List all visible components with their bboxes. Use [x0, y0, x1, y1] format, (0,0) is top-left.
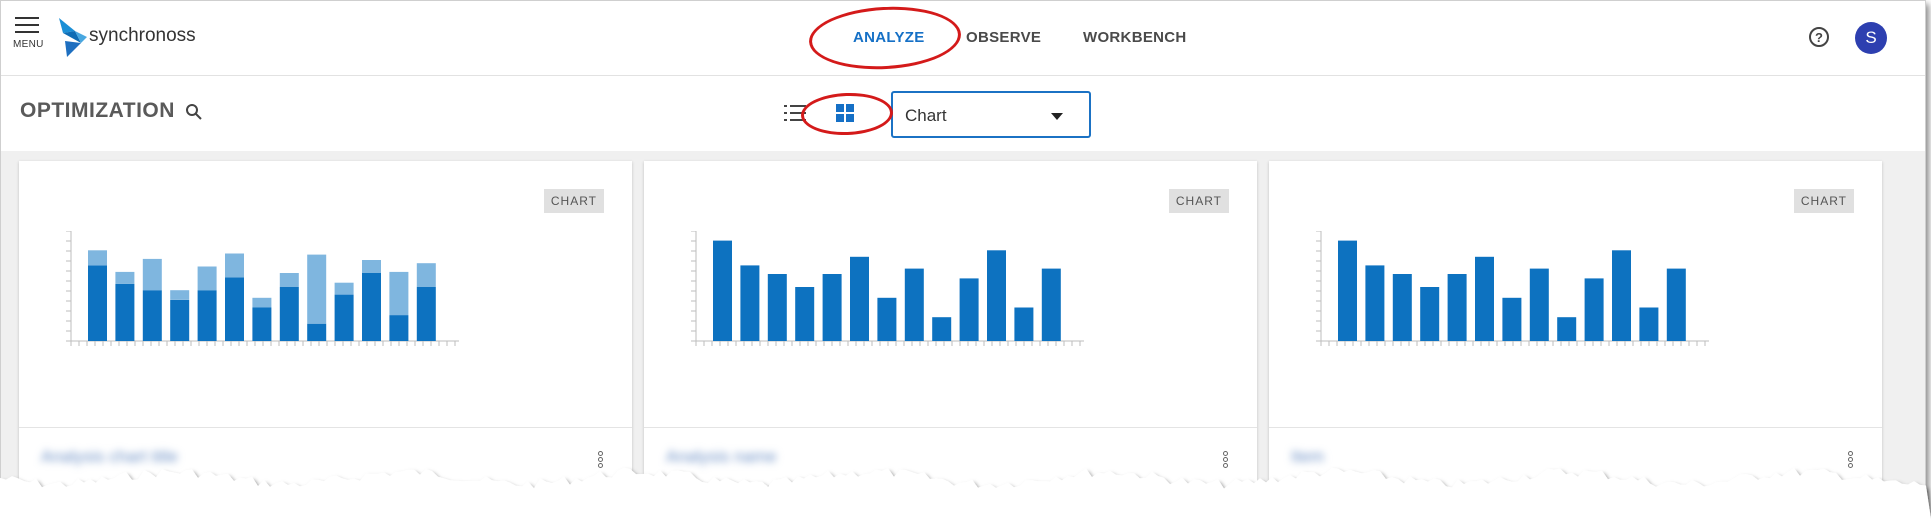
chart-bar-value-6 [1475, 256, 1494, 341]
chart-bar-top-1 [88, 250, 107, 266]
chart-bar-base-13 [416, 287, 436, 341]
analysis-card[interactable]: CHART Analysis name ule Set [644, 161, 1257, 509]
grid-view-icon[interactable] [835, 103, 855, 123]
chart-bar-value-5 [1447, 274, 1467, 341]
chart-bar-base-1 [88, 265, 107, 341]
chart-bar-value-3 [767, 274, 787, 341]
top-navigation-bar: MENU synchronoss ANALYZE OBSERVE WORKBEN… [1, 1, 1925, 76]
menu-label: MENU [13, 39, 44, 50]
card-chart-stacked-bar [66, 231, 459, 346]
chart-bar-top-13 [416, 263, 436, 287]
chart-bar-base-11 [362, 273, 381, 341]
more-options-icon[interactable] [1848, 451, 1856, 473]
chart-bar-value-1 [713, 240, 732, 341]
chart-bar-value-2 [740, 265, 760, 341]
menu-icon-line [15, 24, 39, 26]
nav-analyze[interactable]: ANALYZE [853, 29, 925, 46]
chart-bar-base-2 [115, 283, 135, 341]
chart-bar-value-10 [1584, 278, 1604, 341]
chart-bar-base-7 [252, 307, 272, 341]
chart-bar-value-12 [1014, 307, 1034, 341]
chart-bar-value-5 [822, 274, 842, 341]
analysis-card[interactable]: CHART Analysis chart title [19, 161, 632, 509]
card-chart-bar [691, 231, 1084, 346]
chart-bar-value-8 [904, 268, 924, 341]
chart-bar-value-1 [1338, 240, 1357, 341]
chart-bar-top-4 [170, 290, 190, 300]
chart-bar-value-9 [1557, 317, 1577, 341]
page-title: OPTIMIZATION [20, 99, 175, 122]
chart-bar-base-12 [389, 315, 409, 341]
chart-bar-top-8 [279, 273, 299, 287]
chart-bar-top-5 [197, 266, 217, 291]
chart-bar-top-6 [225, 253, 244, 278]
chart-bar-value-10 [959, 278, 979, 341]
nav-workbench[interactable]: WORKBENCH [1083, 29, 1187, 46]
chevron-down-icon [1051, 113, 1063, 120]
chart-bar-base-8 [279, 287, 299, 341]
card-type-badge: CHART [1793, 189, 1854, 213]
menu-button[interactable]: MENU [13, 17, 43, 51]
card-chart-bar [1316, 231, 1709, 346]
brand-logo[interactable]: synchronoss [57, 17, 207, 59]
chart-bar-top-10 [334, 282, 354, 295]
card-divider [19, 427, 632, 428]
card-divider [644, 427, 1257, 428]
card-divider [1269, 427, 1882, 428]
chart-bar-top-12 [389, 271, 409, 316]
synchronoss-logo-icon [59, 18, 87, 57]
chart-bar-value-6 [850, 256, 869, 341]
chart-bar-value-3 [1392, 274, 1412, 341]
chart-bar-base-5 [197, 290, 217, 341]
menu-icon-line [15, 17, 39, 19]
chart-bar-value-7 [877, 297, 897, 341]
chart-bar-top-7 [252, 297, 272, 308]
chart-bar-value-11 [1612, 250, 1631, 341]
nav-observe[interactable]: OBSERVE [966, 29, 1042, 46]
chart-bar-value-8 [1529, 268, 1549, 341]
view-type-value: Chart [905, 106, 947, 125]
chart-bar-value-7 [1502, 297, 1522, 341]
help-icon[interactable]: ? [1809, 27, 1829, 47]
chart-bar-base-4 [170, 300, 190, 341]
brand-name: synchronoss [89, 25, 196, 46]
chart-bar-value-13 [1666, 268, 1686, 341]
chart-bar-top-9 [307, 254, 327, 324]
chart-bar-base-10 [334, 294, 354, 341]
more-options-icon[interactable] [598, 451, 606, 473]
list-view-icon[interactable] [784, 103, 808, 123]
card-type-badge: CHART [543, 189, 604, 213]
menu-icon-line [15, 31, 39, 33]
chart-bar-value-4 [1420, 287, 1440, 341]
chart-bar-top-3 [142, 258, 162, 291]
chart-bar-top-2 [115, 271, 135, 284]
chart-bar-value-9 [932, 317, 952, 341]
card-subtitle: ule Set [739, 481, 777, 495]
chart-bar-value-4 [795, 287, 815, 341]
card-title[interactable]: Item [1291, 447, 1325, 466]
analysis-card[interactable]: CHART Item [1269, 161, 1882, 509]
chart-bar-value-11 [987, 250, 1006, 341]
chart-bar-value-2 [1365, 265, 1385, 341]
user-avatar[interactable]: S [1855, 22, 1887, 54]
more-options-icon[interactable] [1223, 451, 1231, 473]
chart-bar-base-9 [307, 323, 327, 341]
chart-bar-top-11 [362, 260, 381, 273]
card-type-badge: CHART [1168, 189, 1229, 213]
chart-bar-base-6 [225, 277, 244, 341]
view-type-select[interactable]: Chart [891, 91, 1091, 138]
chart-bar-value-13 [1041, 268, 1061, 341]
card-title[interactable]: Analysis chart title [41, 447, 178, 466]
chart-bar-base-3 [142, 290, 162, 341]
search-icon[interactable] [185, 103, 203, 121]
card-title[interactable]: Analysis name [666, 447, 777, 466]
chart-bar-value-12 [1639, 307, 1659, 341]
